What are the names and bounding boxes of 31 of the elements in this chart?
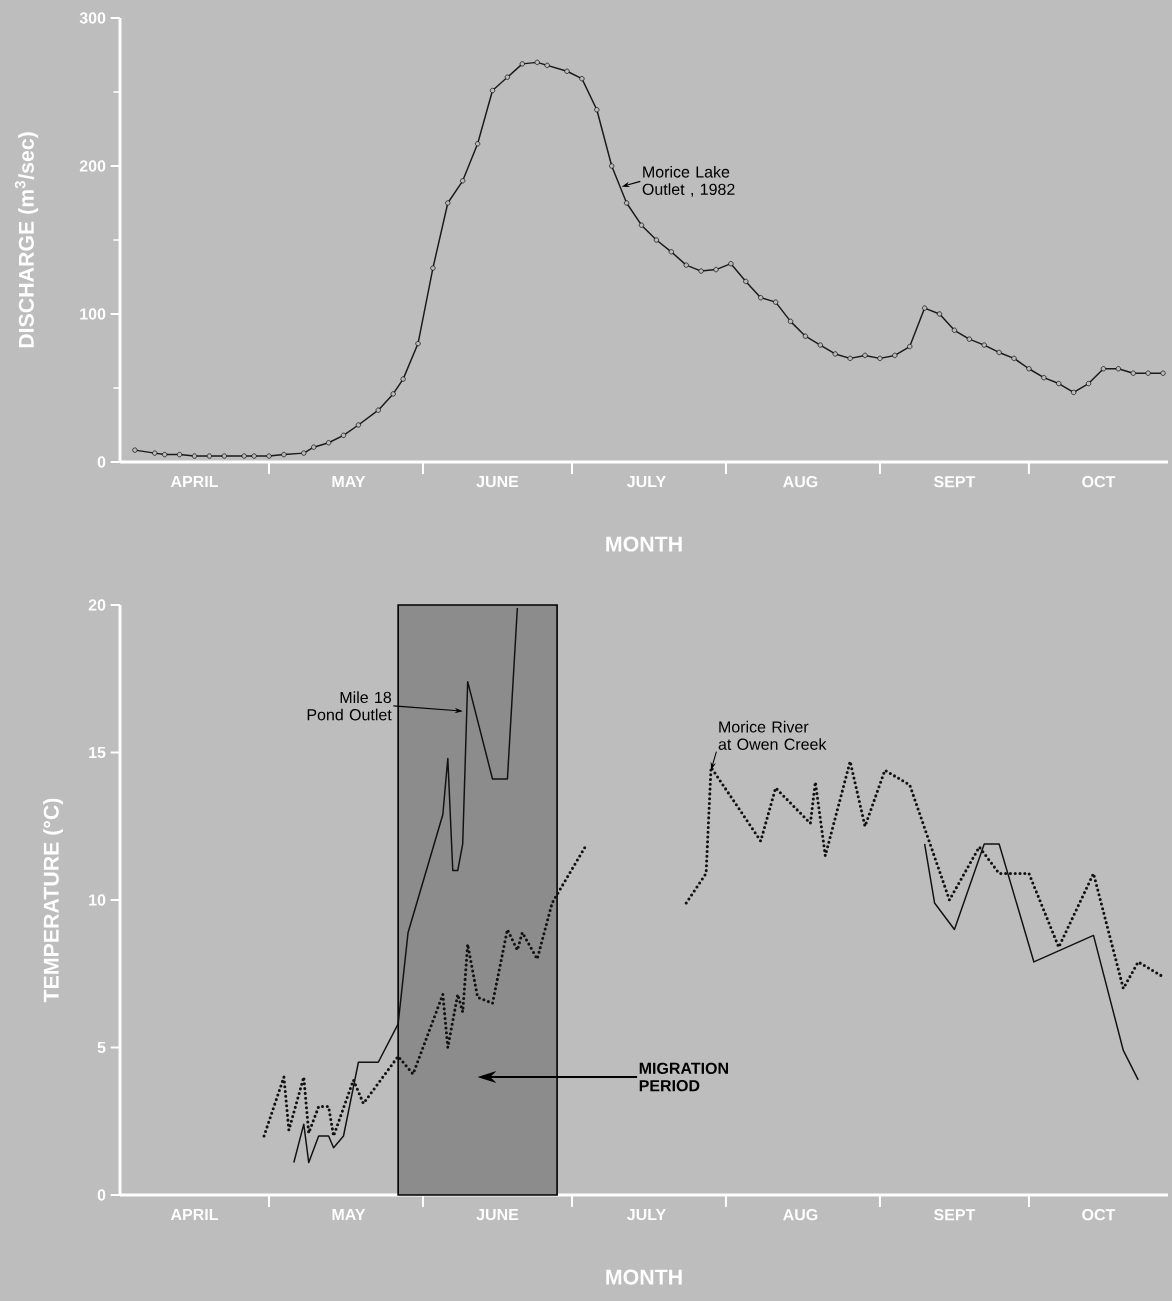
annotation: Morice Lake Outlet , 1982	[642, 165, 735, 197]
y-tick-label: 5	[97, 1041, 106, 1054]
y-tick-label: 10	[89, 894, 106, 906]
y-axis-title: TEMPERATURE (°C)	[43, 798, 64, 1003]
y-tick-label: 15	[89, 746, 106, 759]
x-axis-title: MONTH	[606, 1269, 682, 1285]
y-tick-label: 100	[80, 308, 106, 320]
x-tick-label: OCT	[1082, 476, 1116, 488]
x-tick-label: SEPT	[934, 476, 976, 488]
x-tick-label: SEPT	[934, 1209, 976, 1221]
x-tick-label: APRIL	[170, 1209, 219, 1221]
y-tick-label: 0	[97, 1189, 106, 1201]
x-tick-label: APRIL	[170, 476, 219, 488]
x-tick-label: AUG	[783, 1209, 818, 1221]
x-tick-label: JULY	[627, 1209, 666, 1221]
x-tick-label: MAY	[332, 1209, 366, 1221]
annotation: Morice River at Owen Creek	[718, 720, 827, 750]
x-tick-label: JUNE	[476, 1209, 519, 1221]
x-tick-label: JUNE	[476, 476, 519, 488]
y-tick-label: 200	[79, 160, 106, 172]
y-axis-title: DISCHARGE (m$^{3}$/sec)	[14, 132, 39, 348]
x-tick-label: MAY	[332, 476, 366, 488]
y-tick-label: 300	[79, 12, 106, 24]
x-tick-label: JULY	[627, 476, 666, 488]
annotation: Mile 18 Pond Outlet	[307, 691, 392, 721]
x-axis-title: MONTH	[606, 536, 682, 552]
y-tick-label: 20	[88, 599, 106, 611]
y-tick-label: 0	[97, 456, 106, 468]
band-label: MIGRATION PERIOD	[639, 1062, 728, 1092]
x-tick-label: AUG	[783, 476, 818, 488]
x-tick-label: OCT	[1082, 1209, 1116, 1221]
